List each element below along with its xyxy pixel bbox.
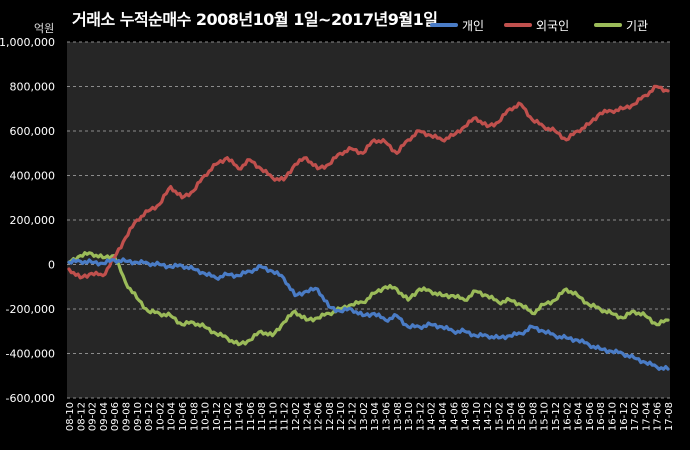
legend-swatch-individual — [430, 23, 458, 27]
y-tick-label: -200,000 — [6, 303, 55, 316]
y-tick-label: 400,000 — [10, 170, 56, 183]
series-line-0 — [67, 257, 670, 371]
legend: 개인 외국인 기관 — [430, 16, 690, 34]
x-tick-label: 16-06 — [585, 402, 596, 431]
x-tick-label: 11-08 — [257, 402, 268, 431]
x-tick-label: 17-02 — [630, 402, 641, 431]
x-tick-label: 11-02 — [223, 402, 234, 431]
y-tick-label: 0 — [48, 259, 55, 272]
x-tick-label: 14-12 — [483, 402, 494, 431]
y-axis-unit: 억원 — [34, 22, 55, 35]
legend-swatch-foreign — [504, 23, 532, 27]
legend-label-institution: 기관 — [626, 18, 649, 33]
y-tick-label: 200,000 — [10, 214, 56, 227]
x-tick-label: 11-04 — [235, 402, 246, 431]
x-tick-label: 13-02 — [359, 402, 370, 431]
x-tick-label: 15-08 — [528, 402, 539, 431]
x-tick-label: 14-02 — [427, 402, 438, 431]
x-tick-label: 17-06 — [653, 402, 664, 431]
x-tick-label: 09-04 — [99, 402, 110, 431]
x-tick-label: 15-04 — [506, 402, 517, 431]
x-tick-label: 09-12 — [144, 402, 155, 431]
chart-title: 거래소 누적순매수 2008년10월 1일~2017년9월1일 — [72, 10, 438, 29]
x-tick-label: 14-06 — [449, 402, 460, 431]
legend-item-institution: 기관 — [594, 16, 648, 34]
series-line-1 — [67, 84, 670, 280]
x-tick-label: 12-04 — [302, 402, 313, 431]
x-tick-label: 12-08 — [325, 402, 336, 431]
x-tick-label: 11-10 — [268, 402, 279, 431]
x-tick-label: 09-08 — [122, 402, 133, 431]
x-tick-label: 13-08 — [393, 402, 404, 431]
x-tick-label: 10-02 — [155, 402, 166, 431]
x-tick-label: 11-12 — [280, 402, 291, 431]
x-tick-label: 14-10 — [472, 402, 483, 431]
x-tick-label: 08-12 — [76, 402, 87, 431]
x-axis: 08-10 08-12 09-02 09-04 09-06 09-08 09-10 09-12… — [65, 402, 675, 431]
x-tick-label: 14-04 — [438, 402, 449, 431]
series-line-2 — [67, 251, 670, 347]
x-tick-label: 09-06 — [110, 402, 121, 431]
x-tick-label: 16-04 — [574, 402, 585, 431]
x-tick-label: 17-08 — [664, 402, 675, 431]
x-tick-label: 12-10 — [336, 402, 347, 431]
legend-label-foreign: 외국인 — [536, 18, 570, 33]
x-tick-label: 15-10 — [540, 402, 551, 431]
y-tick-label: 800,000 — [10, 81, 56, 94]
legend-label-individual: 개인 — [462, 18, 485, 33]
x-tick-label: 10-04 — [167, 402, 178, 431]
gridlines — [67, 41, 670, 399]
x-tick-label: 16-12 — [619, 402, 630, 431]
x-tick-label: 17-04 — [641, 402, 652, 431]
x-tick-label: 08-10 — [65, 402, 76, 431]
legend-item-individual: 개인 — [430, 16, 484, 34]
x-tick-label: 16-08 — [596, 402, 607, 431]
x-tick-label: 10-10 — [201, 402, 212, 431]
x-tick-label: 13-10 — [404, 402, 415, 431]
y-tick-label: 1,000,000 — [0, 36, 55, 49]
legend-swatch-institution — [594, 23, 622, 27]
x-tick-label: 13-12 — [415, 402, 426, 431]
x-tick-label: 12-02 — [291, 402, 302, 431]
x-tick-label: 15-12 — [551, 402, 562, 431]
x-tick-label: 10-08 — [189, 402, 200, 431]
x-tick-label: 16-02 — [562, 402, 573, 431]
y-tick-label: -600,000 — [6, 392, 55, 405]
x-tick-label: 13-04 — [370, 402, 381, 431]
x-tick-label: 15-06 — [517, 402, 528, 431]
x-tick-label: 10-12 — [212, 402, 223, 431]
legend-item-foreign: 외국인 — [504, 16, 569, 34]
y-axis: -600,000 -400,000 -200,000 0 200,000 400,000 6… — [0, 36, 55, 405]
x-tick-label: 12-06 — [314, 402, 325, 431]
x-tick-label: 15-02 — [494, 402, 505, 431]
y-tick-label: 600,000 — [10, 125, 56, 138]
x-tick-label: 09-10 — [133, 402, 144, 431]
x-tick-label: 12-12 — [348, 402, 359, 431]
x-tick-label: 16-10 — [607, 402, 618, 431]
series-lines — [67, 84, 670, 371]
x-tick-label: 10-06 — [178, 402, 189, 431]
y-tick-label: -400,000 — [6, 348, 55, 361]
x-tick-label: 14-08 — [461, 402, 472, 431]
x-tick-label: 11-06 — [246, 402, 257, 431]
x-tick-label: 09-02 — [88, 402, 99, 431]
x-tick-label: 13-06 — [381, 402, 392, 431]
